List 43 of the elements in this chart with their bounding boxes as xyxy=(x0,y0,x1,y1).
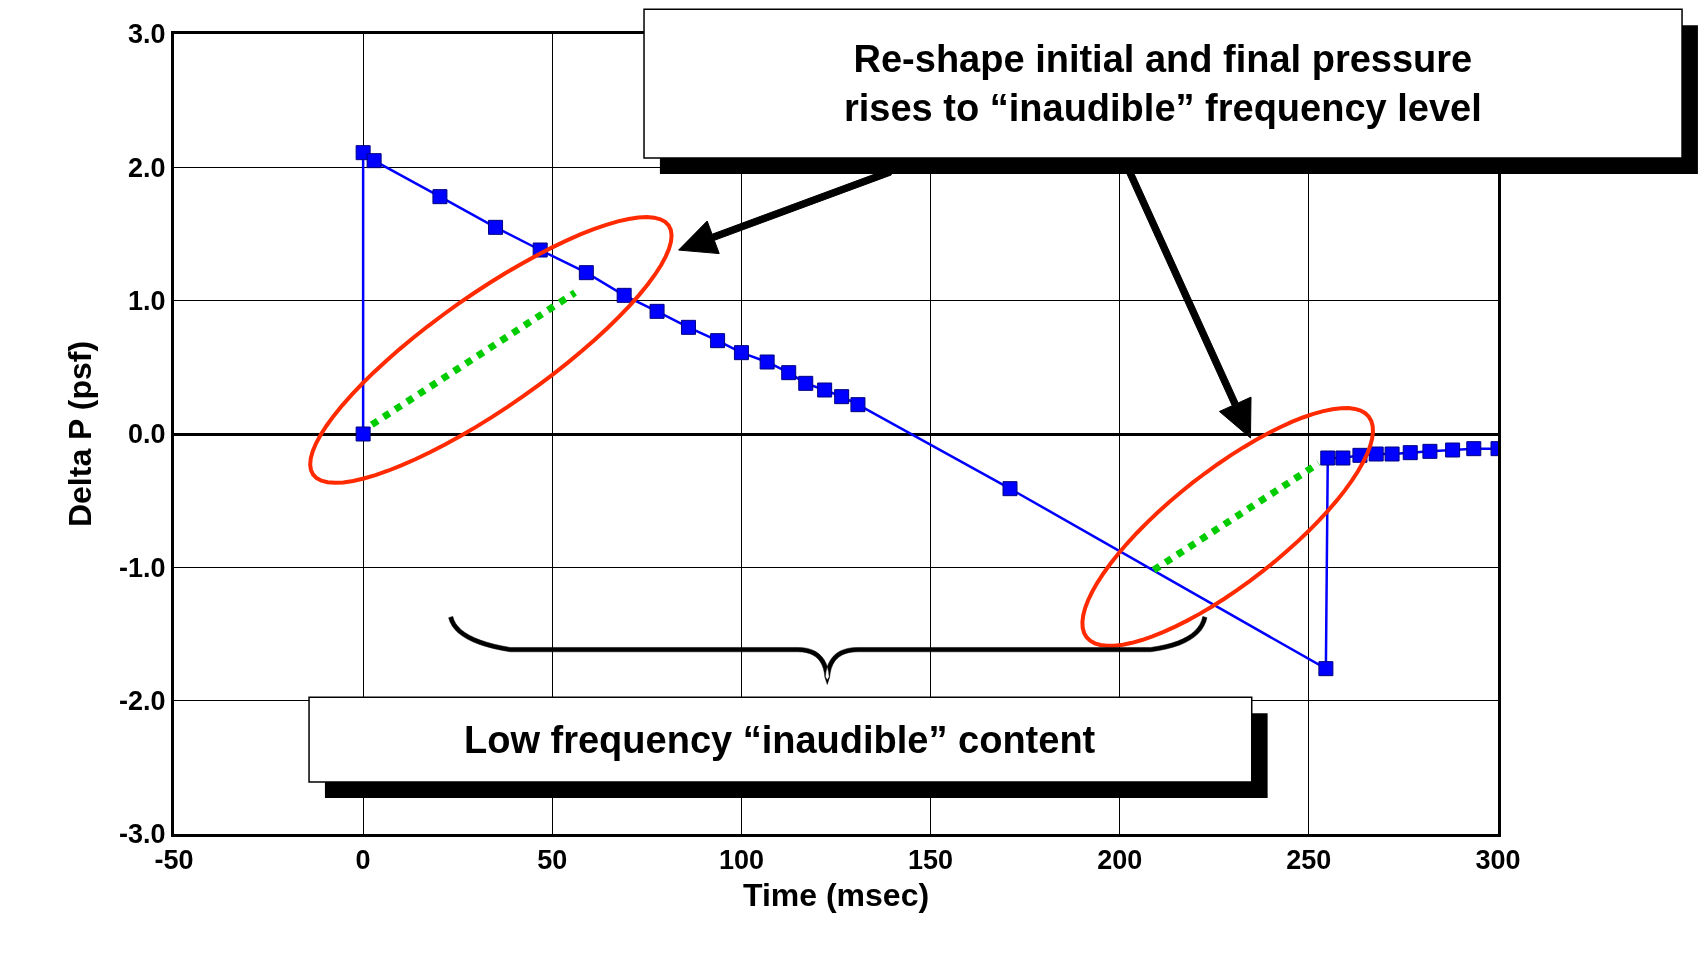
y-axis-title: Delta P (psf) xyxy=(62,340,99,528)
point xyxy=(616,287,632,303)
point xyxy=(1466,441,1482,457)
point xyxy=(649,303,665,319)
point xyxy=(1002,481,1018,497)
point xyxy=(1335,450,1351,466)
x-tick-label: 300 xyxy=(1475,845,1521,876)
point xyxy=(366,153,382,169)
point xyxy=(355,426,371,442)
point xyxy=(578,265,594,281)
y-tick-label: -2.0 xyxy=(119,686,166,717)
annotation: Re-shape initial and final pressure rises to “inaudible” frequency level xyxy=(844,38,1482,130)
y-tick-label: 1.0 xyxy=(128,286,166,317)
point xyxy=(710,333,726,349)
point xyxy=(680,319,696,335)
annotation: Low frequency “inaudible” content xyxy=(464,719,1096,761)
point xyxy=(1422,443,1438,459)
point xyxy=(488,219,504,235)
point xyxy=(798,375,814,391)
point xyxy=(781,365,797,381)
x-axis-title: Time (msec) xyxy=(742,877,930,914)
point xyxy=(432,189,448,205)
y-tick-label: 3.0 xyxy=(128,19,166,50)
point xyxy=(733,345,749,361)
point xyxy=(817,382,833,398)
point xyxy=(759,354,775,370)
point xyxy=(1445,442,1461,458)
point xyxy=(1384,446,1400,462)
x-tick-label: 100 xyxy=(718,845,764,876)
point xyxy=(850,397,866,413)
y-tick-label: 2.0 xyxy=(128,152,166,183)
x-tick-label: 50 xyxy=(537,845,568,876)
y-tick-label: -1.0 xyxy=(119,552,166,583)
point xyxy=(1368,446,1384,462)
point xyxy=(1318,661,1334,677)
y-tick-label: 0.0 xyxy=(128,419,166,450)
x-tick-label: 200 xyxy=(1097,845,1143,876)
x-tick-label: 250 xyxy=(1286,845,1332,876)
x-tick-label: 150 xyxy=(908,845,954,876)
x-tick-label: 0 xyxy=(355,845,371,876)
point xyxy=(1320,450,1336,466)
point xyxy=(1402,445,1418,461)
point xyxy=(834,389,850,405)
